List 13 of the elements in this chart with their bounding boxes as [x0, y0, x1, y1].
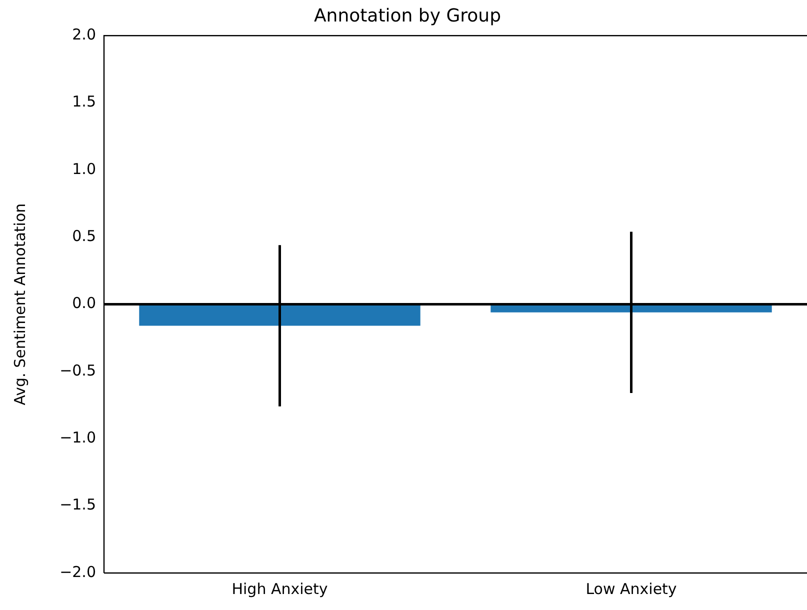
y-tick-label: 0.0 [72, 294, 96, 312]
y-tick-label: 0.5 [72, 227, 96, 246]
y-tick-label: 1.5 [72, 92, 96, 111]
x-tick-label: Low Anxiety [586, 580, 677, 598]
y-axis-title: Avg. Sentiment Annotation [10, 203, 29, 406]
chart-title: Annotation by Group [314, 5, 502, 26]
y-tick-label: −2.0 [60, 562, 96, 581]
y-tick-label: 1.0 [72, 160, 96, 178]
y-tick-label: 2.0 [72, 25, 96, 44]
y-tick-label: −0.5 [60, 361, 96, 380]
x-tick-label: High Anxiety [232, 580, 328, 598]
y-tick-label: −1.5 [60, 496, 96, 514]
y-tick-label: −1.0 [60, 428, 96, 447]
